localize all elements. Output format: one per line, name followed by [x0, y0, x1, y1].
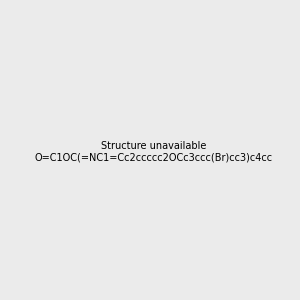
Text: Structure unavailable
O=C1OC(=NC1=Cc2ccccc2OCc3ccc(Br)cc3)c4cc: Structure unavailable O=C1OC(=NC1=Cc2ccc… — [35, 141, 273, 162]
